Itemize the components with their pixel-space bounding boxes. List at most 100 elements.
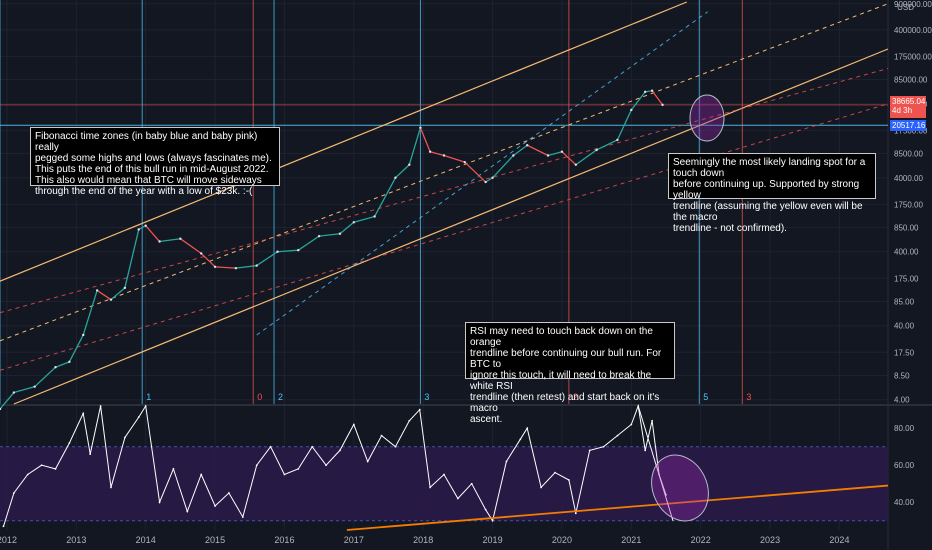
landing-spot-circle (689, 94, 725, 142)
price-segment (34, 366, 56, 388)
channel-pink-2 (0, 103, 889, 371)
rsi-point (429, 486, 432, 489)
price-segment (159, 238, 181, 243)
price-segment (55, 361, 70, 368)
price-point (574, 163, 578, 166)
price-point (650, 89, 654, 92)
annotations (651, 94, 725, 522)
year-tick-label: 2022 (691, 535, 711, 545)
price-segment (215, 266, 236, 269)
price-point (428, 150, 432, 153)
rsi-point (54, 468, 57, 470)
price-point (616, 138, 619, 142)
fib-zone-label: 3 (424, 392, 429, 402)
fib-zone-label: 2 (573, 392, 578, 402)
year-tick-label: 2023 (760, 535, 780, 545)
level-price-tag: 20517.16 (890, 120, 926, 131)
price-segment (110, 287, 126, 301)
rsi-point (554, 471, 556, 474)
rsi-point (505, 460, 508, 463)
price-segment (13, 386, 35, 394)
rsi-point (470, 482, 473, 485)
current-price-tag: 38665.04 4d 3h (890, 96, 926, 118)
price-segment (429, 151, 445, 157)
rsi-panel (0, 446, 888, 522)
rsi-point (269, 445, 272, 448)
price-point (630, 108, 633, 112)
price-segment (0, 392, 15, 410)
year-tick-label: 2015 (205, 535, 225, 545)
price-point (317, 234, 321, 238)
price-segment (561, 151, 577, 166)
price-point (109, 298, 113, 301)
fib-zone-label: 3 (746, 392, 751, 402)
channel-pink-1 (0, 67, 889, 314)
price-point (0, 407, 2, 411)
rsi-point (408, 419, 411, 422)
year-tick-label: 2019 (483, 535, 503, 545)
price-segment (124, 229, 140, 289)
rsi-point (2, 525, 5, 528)
price-segment (145, 225, 161, 242)
price-point (512, 154, 515, 157)
rsi-point (89, 453, 92, 456)
year-tick-label: 2020 (552, 535, 572, 545)
rsi-orange-trendline (346, 484, 889, 531)
price-tick-label: 40.00 (894, 322, 915, 331)
price-segment (526, 144, 549, 157)
price-segment (339, 221, 355, 235)
price-segment (492, 155, 514, 179)
rsi-point (228, 492, 230, 494)
price-point (158, 240, 161, 243)
price-point (484, 180, 487, 184)
rsi-point (588, 449, 591, 452)
price-point (54, 366, 57, 369)
price-segment (485, 177, 493, 183)
price-tick-label: 400.00 (894, 248, 919, 257)
price-segment (353, 215, 375, 223)
rsi-point (186, 510, 189, 513)
currency-text: USD (897, 3, 914, 12)
rsi-point (283, 473, 286, 476)
rsi-point (418, 408, 421, 411)
rsi-note: RSI may need to touch back down on the o… (465, 322, 675, 425)
price-tick-label: 4.00 (894, 396, 910, 405)
rsi-point (339, 449, 341, 452)
countdown-value: 4d 3h (892, 106, 913, 115)
price-point (661, 103, 664, 107)
rsi-point (644, 449, 647, 452)
rsi-point (651, 419, 654, 422)
price-point (95, 289, 99, 292)
rsi-axis[interactable]: 40.00 60.00 80.00 (894, 424, 915, 507)
channel-mid (0, 3, 889, 342)
time-axis[interactable]: 2012 2013 2014 2015 2016 2017 2018 2019 2020 2021… (0, 535, 849, 545)
price-segment (319, 233, 341, 237)
price-point (526, 144, 529, 147)
trend-channels (0, 1, 889, 405)
price-tick-label: 85000.00 (894, 76, 928, 85)
year-tick-label: 2017 (344, 535, 364, 545)
rsi-point (352, 423, 355, 426)
rsi-tick-label: 40.00 (894, 498, 915, 507)
price-segment (82, 290, 98, 336)
rsi-point (366, 460, 369, 463)
rsi-band (0, 446, 888, 521)
price-point (352, 221, 356, 224)
price-segment (419, 127, 431, 152)
rsi-series (2, 404, 889, 531)
price-segment (408, 127, 422, 165)
price-tick-label: 175000.00 (894, 52, 932, 61)
rsi-point (456, 497, 459, 500)
rsi-point (26, 473, 29, 476)
rsi-touch-circle (651, 454, 709, 522)
price-tick-label: 8.50 (894, 371, 910, 380)
year-tick-label: 2018 (413, 535, 433, 545)
rsi-point (574, 512, 577, 515)
current-price-value: 38665.04 (892, 97, 926, 106)
fib-zone-label: 0 (257, 392, 262, 402)
rsi-point (241, 516, 244, 518)
price-point (82, 333, 85, 337)
year-tick-label: 2013 (66, 535, 86, 545)
price-segment (138, 225, 146, 231)
